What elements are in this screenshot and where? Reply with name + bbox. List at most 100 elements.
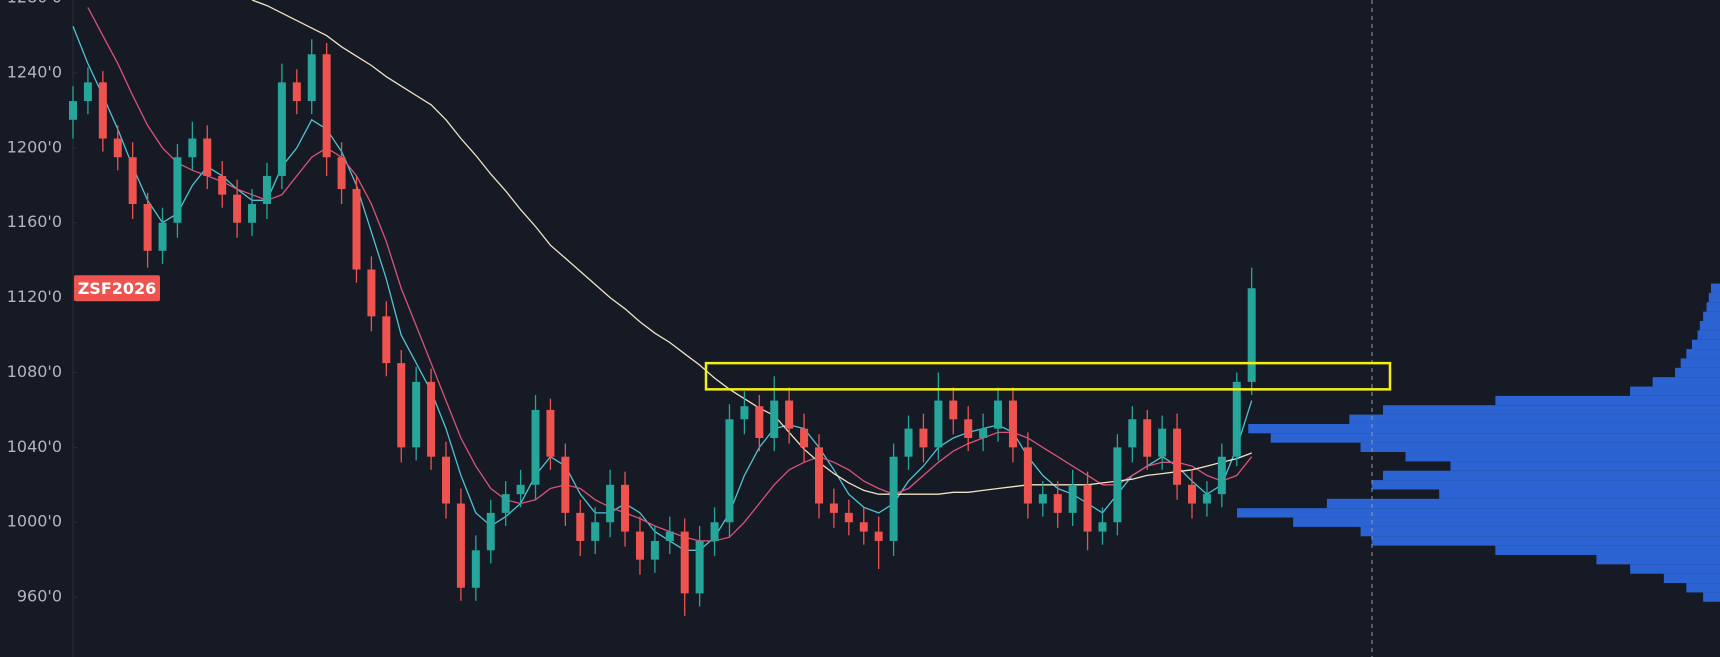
candle-body xyxy=(949,400,958,420)
candle-body xyxy=(307,54,316,102)
candle-body xyxy=(501,494,510,513)
profile-bar xyxy=(1596,554,1720,565)
candle-body xyxy=(98,82,107,139)
candle-body xyxy=(680,531,689,594)
candle-body xyxy=(337,157,346,190)
candle-body xyxy=(889,456,898,541)
candle-body xyxy=(277,82,286,176)
candle-body xyxy=(979,428,988,438)
profile-bar xyxy=(1495,395,1720,406)
candle-body xyxy=(844,512,853,523)
candle-body xyxy=(725,419,734,523)
candle-body xyxy=(1217,456,1226,495)
candle-body xyxy=(546,409,555,457)
candle-body xyxy=(1053,494,1062,513)
profile-bar xyxy=(1680,358,1720,368)
y-tick-label: 1240'0 xyxy=(7,63,62,82)
candle-body xyxy=(665,531,674,541)
profile-bar xyxy=(1703,311,1720,322)
candle-body xyxy=(919,428,928,448)
candle-body xyxy=(292,82,301,102)
profile-bar xyxy=(1450,461,1720,471)
profile-bar xyxy=(1360,526,1720,537)
candle-body xyxy=(591,522,600,541)
candle-body xyxy=(322,54,331,158)
candle-body xyxy=(69,101,77,120)
profile-bar xyxy=(1630,386,1720,396)
y-tick-label: 1000'0 xyxy=(7,512,62,531)
candle-body xyxy=(650,540,659,560)
candle-body xyxy=(695,540,704,594)
candle-body xyxy=(1083,484,1092,532)
candle-body xyxy=(531,409,540,485)
profile-bar xyxy=(1383,405,1720,415)
profile-bar xyxy=(1630,564,1720,574)
profile-bar xyxy=(1270,433,1720,443)
profile-bar xyxy=(1248,423,1720,434)
candle-body xyxy=(1232,381,1241,457)
y-tick-label: 1040'0 xyxy=(7,437,62,456)
profile-bar xyxy=(1349,414,1720,424)
candle-body xyxy=(516,484,525,495)
profile-bar xyxy=(1371,480,1720,490)
candle-body xyxy=(83,82,92,102)
candle-body xyxy=(1202,494,1211,504)
candle-body xyxy=(770,400,779,438)
profile-bar xyxy=(1686,349,1720,359)
profile-bar xyxy=(1703,592,1720,602)
profile-bar xyxy=(1495,545,1720,555)
candle-body xyxy=(1247,288,1256,382)
candle-body xyxy=(248,204,257,223)
candle-body xyxy=(755,406,764,438)
candle-body xyxy=(218,175,227,195)
candle-body xyxy=(800,428,809,448)
candle-body xyxy=(1113,447,1122,523)
candle-body xyxy=(710,522,719,541)
profile-bar xyxy=(1237,508,1720,518)
y-tick-label: 1120'0 xyxy=(7,287,62,306)
profile-bar xyxy=(1371,536,1720,546)
candle-body xyxy=(1173,428,1182,485)
candle-body xyxy=(203,138,212,176)
y-tick-label: 1200'0 xyxy=(7,137,62,156)
candle-body xyxy=(397,363,406,448)
profile-bar xyxy=(1293,517,1720,527)
candle-body xyxy=(1038,494,1047,504)
profile-bar xyxy=(1708,292,1720,303)
symbol-text: ZSF2026 xyxy=(78,279,157,298)
profile-bar xyxy=(1439,489,1720,499)
symbol-label: ZSF2026 xyxy=(74,275,160,302)
candle-body xyxy=(576,512,585,541)
y-axis: 960'0 1000'0 1040'0 1080'0 1120'0 1160'0 1200'… xyxy=(7,0,77,606)
candle-body xyxy=(382,316,391,364)
profile-bar xyxy=(1711,283,1720,293)
symbol-badge xyxy=(74,275,160,302)
candle-body xyxy=(1068,484,1077,513)
profile-bar xyxy=(1326,498,1720,509)
candle-body xyxy=(785,400,794,429)
candle-body xyxy=(561,456,570,513)
zone xyxy=(704,361,1392,391)
candle-body xyxy=(904,428,913,457)
candle-body xyxy=(740,406,749,420)
candle-body xyxy=(471,550,480,588)
candle-body xyxy=(1128,419,1137,448)
candle-body xyxy=(1008,400,1017,448)
volume-profile xyxy=(1237,283,1720,602)
candle-body xyxy=(427,381,436,457)
candle-body xyxy=(233,194,242,223)
zone-box xyxy=(704,361,1392,391)
y-tick-label: 1160'0 xyxy=(7,212,62,231)
candle-body xyxy=(158,222,167,251)
profile-bar xyxy=(1652,377,1720,387)
candle-body xyxy=(829,503,838,513)
candles xyxy=(69,39,1256,616)
candle-body xyxy=(815,447,823,504)
profile-bar xyxy=(1383,470,1720,481)
candle-body xyxy=(456,503,465,588)
candle-body xyxy=(113,138,122,158)
candle-body xyxy=(859,522,868,532)
profile-bar xyxy=(1360,442,1720,453)
candle-body xyxy=(964,419,973,438)
